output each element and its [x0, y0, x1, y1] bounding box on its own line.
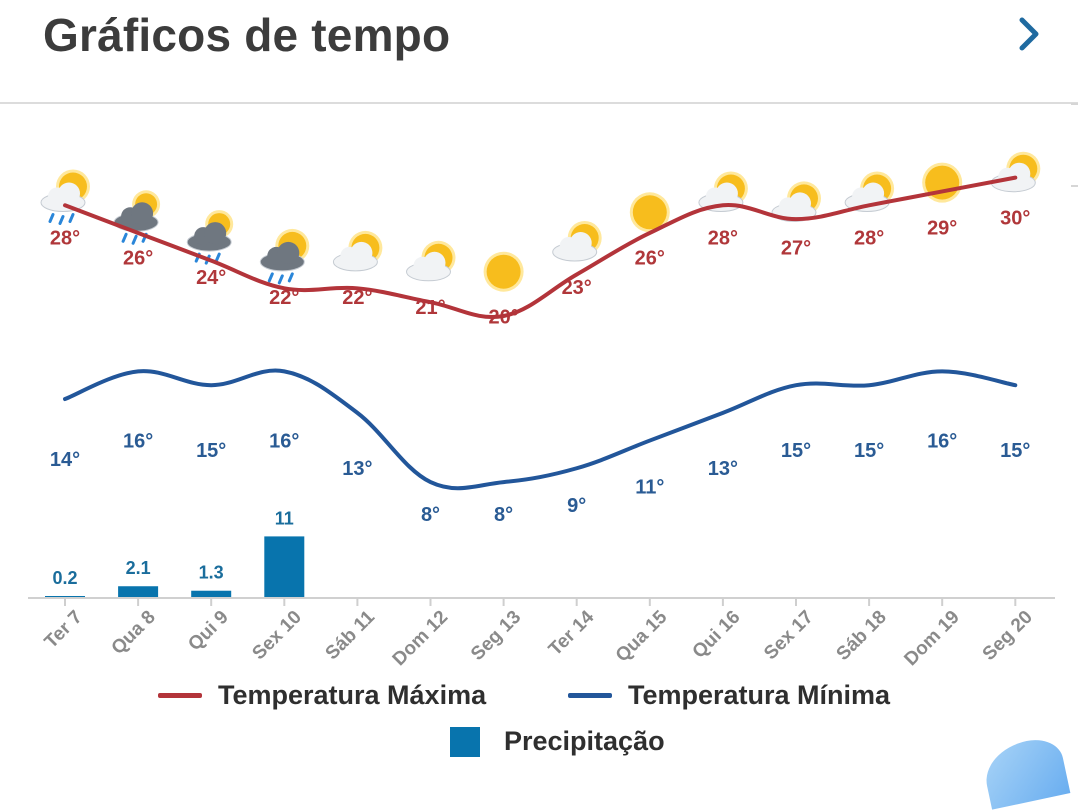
max-temp-label: 22° — [342, 287, 372, 309]
temperature-lines — [63, 175, 1018, 491]
max-temp-label: 28° — [708, 228, 738, 250]
min-temp-labels: 14° 16° 15° 16° 13° 8° 8° 9° 11° 13° 15° 15° 16° 15° — [50, 431, 1031, 527]
legend-label-precip: Precipitação — [504, 726, 665, 756]
min-temp-label: 16° — [123, 431, 153, 453]
x-tick-label: Qua 15 — [612, 606, 672, 666]
sun-icon — [483, 251, 524, 292]
precip-label: 0.2 — [52, 568, 77, 588]
x-tick-label: Sex 10 — [248, 607, 305, 664]
max-temp-label: 30° — [1000, 208, 1030, 230]
min-temp-label: 16° — [269, 431, 299, 453]
max-temp-label: 29° — [927, 218, 957, 240]
precip-bars: 0.2 2.1 1.3 11 — [45, 508, 305, 598]
min-temp-label: 8° — [421, 504, 440, 526]
max-temp-label: 27° — [781, 237, 811, 259]
max-temp-label: 26° — [635, 247, 665, 269]
legend-label-max: Temperatura Máxima — [218, 680, 487, 710]
min-temp-label: 15° — [1000, 440, 1030, 462]
rain-cloud-icon — [113, 190, 161, 245]
sun-icon — [922, 162, 963, 203]
legend-item-max: Temperatura Máxima — [158, 680, 486, 711]
max-temp-label: 28° — [854, 228, 884, 250]
min-temp-label: 13° — [342, 458, 372, 480]
precip-label: 2.1 — [126, 558, 151, 578]
x-axis: Ter 7 Qua 8 Qui 9 Sex 10 Sáb 11 Dom 12 Seg 13 T… — [28, 597, 1055, 670]
x-tick-label: Dom 12 — [389, 607, 452, 670]
x-tick-label: Seg 20 — [979, 607, 1037, 665]
chart-header: Gráficos de tempo — [0, 0, 1078, 104]
max-temp-label: 23° — [562, 277, 592, 299]
rain-cloud-icon — [186, 210, 234, 265]
min-temp-label: 15° — [781, 440, 811, 462]
min-temp-label: 15° — [196, 440, 226, 462]
x-tick-label: Qui 9 — [184, 607, 232, 655]
edge-divider — [1071, 185, 1078, 187]
weather-icons — [40, 151, 1041, 292]
partly-cloudy-icon — [990, 151, 1041, 193]
legend-item-precip: Precipitação — [450, 726, 665, 757]
sun-icon — [629, 192, 670, 233]
max-temp-line — [63, 175, 1018, 320]
min-temp-label: 11° — [635, 477, 664, 499]
max-temp-label: 22° — [269, 287, 299, 309]
x-tick-label: Sáb 11 — [322, 606, 380, 664]
x-tick-label: Seg 13 — [467, 607, 525, 665]
page-title: Gráficos de tempo — [43, 9, 451, 61]
min-temp-label: 8° — [494, 504, 513, 526]
x-tick-label: Dom 19 — [900, 607, 963, 670]
legend-swatch-min — [568, 693, 612, 698]
chevron-right-icon[interactable] — [1008, 14, 1048, 54]
min-temp-label: 14° — [50, 449, 80, 471]
rain-sun-icon — [40, 169, 90, 225]
legend-swatch-precip — [450, 726, 480, 757]
legend-item-min: Temperatura Mínima — [568, 680, 890, 711]
x-tick-label: Sáb 18 — [833, 607, 891, 665]
max-temp-label: 24° — [196, 267, 226, 289]
min-temp-label: 9° — [567, 495, 586, 517]
legend-label-min: Temperatura Mínima — [628, 680, 891, 710]
chart-legend: Temperatura Máxima Temperatura Mínima Pr… — [0, 676, 1078, 776]
max-temp-label: 26° — [123, 247, 153, 269]
precip-label: 11 — [275, 508, 294, 528]
min-temp-line — [63, 368, 1018, 491]
x-tick-label: Qui 16 — [689, 607, 745, 663]
edge-divider — [1071, 103, 1078, 105]
partly-cloudy-icon — [406, 240, 456, 282]
min-temp-label: 15° — [854, 440, 884, 462]
weather-chart: 28°26°24°22° 22° 21° 20°23°26°28° 27° 28° 29° 3… — [28, 151, 1055, 670]
x-tick-label: Ter 14 — [545, 606, 599, 660]
min-temp-label: 13° — [708, 458, 738, 480]
partly-cloudy-icon — [844, 171, 895, 212]
x-tick-label: Qua 8 — [108, 607, 160, 659]
min-temp-label: 16° — [927, 431, 957, 453]
max-temp-labels: 28°26°24°22° 22° 21° 20°23°26°28° 27° 28° 29° 3… — [50, 208, 1031, 329]
x-tick-label: Ter 7 — [41, 607, 87, 653]
partly-cloudy-icon — [552, 221, 602, 262]
x-tick-label: Sex 17 — [760, 607, 817, 664]
partly-cloudy-icon — [332, 230, 383, 272]
max-temp-label: 28° — [50, 228, 80, 250]
legend-swatch-max — [158, 693, 202, 698]
precip-bar — [191, 590, 232, 598]
precip-label: 1.3 — [199, 563, 224, 583]
rain-sun-cloud-icon — [259, 228, 310, 285]
precip-bar — [118, 586, 159, 598]
precip-bar — [264, 536, 305, 598]
